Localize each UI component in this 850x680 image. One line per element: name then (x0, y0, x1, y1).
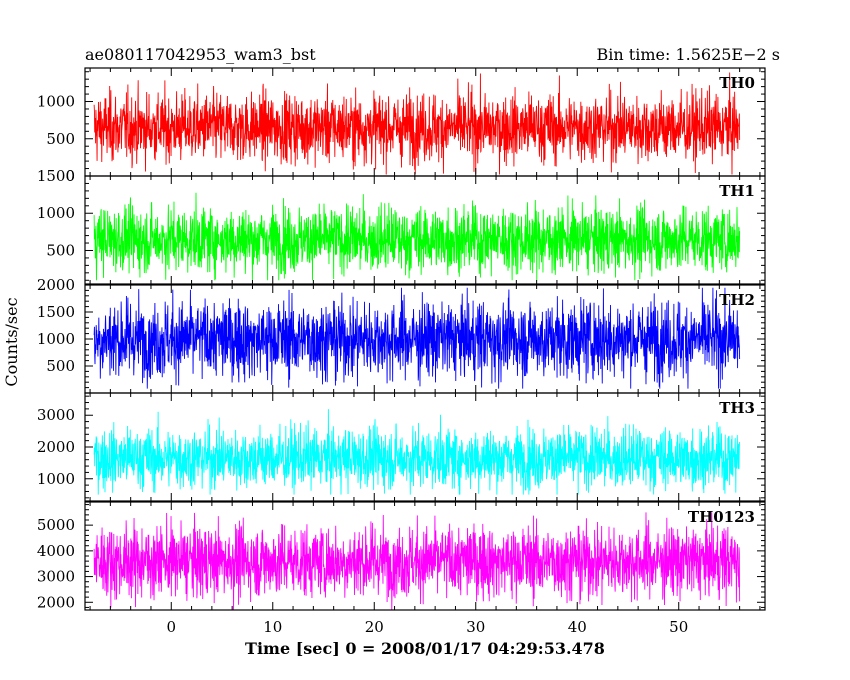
x-tick-label: 0 (166, 618, 176, 636)
x-tick-label: 30 (466, 618, 485, 636)
panel-th3: 1000 2000 3000 TH3 (37, 392, 766, 502)
panel-th0: 0 500 1000 TH0 (37, 67, 766, 185)
series-line-th1 (93, 192, 741, 281)
y-tick-label: 500 (46, 357, 75, 375)
chart-title-left: ae080117042953_wam3_bst (85, 45, 316, 64)
y-tick-label: 1500 (37, 303, 75, 321)
x-tick-label: 20 (365, 618, 384, 636)
x-tick-label: 50 (669, 618, 688, 636)
y-tick-label: 1000 (37, 204, 75, 222)
y-tick-label: 1000 (37, 470, 75, 488)
y-tick-label: 500 (46, 130, 75, 148)
y-tick-label: 2000 (37, 593, 75, 611)
y-tick-label: 0 (65, 167, 75, 185)
panel-label-th0123: TH0123 (688, 508, 755, 526)
chart-title-right: Bin time: 1.5625E−2 s (597, 45, 780, 64)
y-tick-label: 500 (46, 241, 75, 259)
x-axis-label: Time [sec] 0 = 2008/01/17 04:29:53.478 (245, 639, 605, 658)
panel-label-th1: TH1 (719, 182, 755, 200)
panel-frame (84, 175, 766, 285)
series-line-th2 (93, 287, 741, 389)
x-tick-label: 10 (263, 618, 282, 636)
panel-th1: 500 1000 1500 TH1 (37, 167, 766, 285)
y-tick-label: 3000 (37, 406, 75, 424)
panel-label-th0: TH0 (719, 74, 755, 92)
series-line-th3 (93, 409, 741, 495)
y-tick-label: 5000 (37, 516, 75, 534)
panel-th2: 500 1000 1500 2000 TH2 (37, 276, 766, 394)
y-tick-label: 1500 (37, 167, 75, 185)
y-tick-label: 3000 (37, 568, 75, 586)
y-tick-label: 2000 (37, 438, 75, 456)
panel-th0123: 2000 3000 4000 5000 TH0123 (37, 501, 766, 611)
panel-label-th3: TH3 (719, 399, 755, 417)
y-axis-label: Counts/sec (2, 297, 21, 386)
y-tick-label: 4000 (37, 542, 75, 560)
series-line-th0 (93, 72, 741, 175)
panel-label-th2: TH2 (719, 291, 755, 309)
y-tick-label: 2000 (37, 276, 75, 294)
x-tick-label: 40 (568, 618, 587, 636)
panels-group: 05001000TH050010001500TH1500100015002000… (37, 67, 766, 636)
y-tick-label: 1000 (37, 93, 75, 111)
series-line-th0123 (93, 512, 741, 611)
y-tick-label: 1000 (37, 330, 75, 348)
